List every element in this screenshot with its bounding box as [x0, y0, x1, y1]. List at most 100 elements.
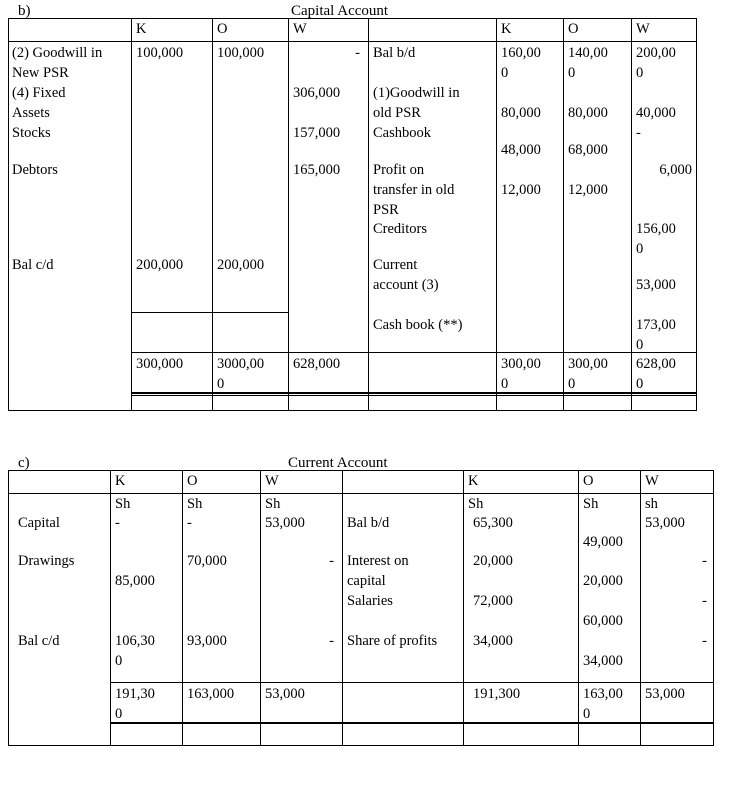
t2-right-row4-k: 34,000 [473, 633, 513, 649]
t1-right-row1-k-line2: 0 [501, 65, 509, 81]
t2-right-row4-w: - [702, 633, 707, 649]
t1-rule-totals-top [131, 352, 697, 353]
t1-right-total-o-line1: 300,00 [568, 356, 608, 372]
t1-header-left-k: K [136, 21, 147, 37]
t1-vrule-l-o [212, 18, 213, 411]
t1-right-row3-w: - [636, 125, 641, 141]
t1-right-row2-k: 80,000 [501, 105, 541, 121]
t1-left-row2-w: 306,000 [293, 85, 341, 101]
t1-rule-header-bottom [8, 41, 697, 42]
t1-left-row4: Debtors [12, 162, 58, 178]
t2-left-total-o: 163,000 [187, 686, 235, 702]
t2-header-right-o: O [583, 473, 594, 489]
t1-rule-left-body-bottom [131, 312, 288, 313]
t2-rule-totals-bottom [110, 722, 713, 724]
t2-left-row2-w: - [329, 553, 334, 569]
t2-right-row3-o: 60,000 [583, 613, 623, 629]
t1-left-total-k: 300,000 [136, 356, 184, 372]
t1-right-row1: Bal b/d [373, 45, 416, 61]
t1-header-right-k: K [501, 21, 512, 37]
t1-right-row6-w: 53,000 [636, 277, 676, 293]
t1-right-row1-o-line1: 140,00 [568, 45, 608, 61]
t2-left-total-k-line1: 191,30 [115, 686, 155, 702]
t1-vrule-l-k [131, 18, 132, 411]
t2-right-total-k: 191,300 [473, 686, 521, 702]
t1-right-row4-w: 6,000 [659, 162, 692, 178]
t1-left-row1-line2: New PSR [12, 65, 69, 81]
t2-right-row3: Salaries [347, 593, 393, 609]
t1-header-left-o: O [217, 21, 228, 37]
t2-header-right-k: K [468, 473, 479, 489]
t2-right-row1: Bal b/d [347, 515, 390, 531]
t1-left-total-w: 628,000 [293, 356, 341, 372]
t1-rule-top [8, 18, 697, 19]
t1-left-row4-w: 165,000 [293, 162, 341, 178]
t2-rule-top [8, 470, 713, 471]
t1-left-total-o-line2: 0 [217, 376, 225, 392]
t1-right-row6-line1: Current [373, 257, 418, 273]
t1-right-total-w-line1: 628,00 [636, 356, 676, 372]
t1-right-row4-line1: Profit on [373, 162, 425, 178]
t1-header-right-w: W [636, 21, 650, 37]
t2-left-row3-k-line2: 0 [115, 653, 123, 669]
t2-right-total-o-line2: 0 [583, 706, 591, 722]
t1-right-row4-line2: transfer in old [373, 182, 455, 198]
t2-vrule-r-w [640, 470, 641, 746]
t2-header-left-k: K [115, 473, 126, 489]
t1-right-total-o-line2: 0 [568, 376, 576, 392]
t1-left-row3-w: 157,000 [293, 125, 341, 141]
t2-header-left-w: W [265, 473, 279, 489]
t2-right-row2-line2: capital [347, 573, 386, 589]
t2-header-left-o: O [187, 473, 198, 489]
t1-left-row3: Stocks [12, 125, 51, 141]
t2-vrule-mid [342, 470, 343, 746]
t1-left-row5-o: 200,000 [217, 257, 265, 273]
t2-right-row2-o: 20,000 [583, 573, 623, 589]
t2-right-row4: Share of profits [347, 633, 438, 649]
t1-left-row2-line2: Assets [12, 105, 50, 121]
t1-right-row5-w-line2: 0 [636, 241, 644, 257]
t1-header-right-o: O [568, 21, 579, 37]
t1-left-row1-w: - [355, 45, 360, 61]
t1-vrule-r-o [563, 18, 564, 411]
t2-left-row3-o: 93,000 [187, 633, 227, 649]
section-c-letter: c) [18, 455, 30, 471]
section-b-letter: b) [18, 3, 31, 19]
t2-rule-header-bottom [8, 493, 713, 494]
t1-right-row7-w-line1: 173,00 [636, 317, 676, 333]
t2-left-row3-k-line1: 106,30 [115, 633, 155, 649]
t2-right-row1-w: 53,000 [645, 515, 685, 531]
t1-vrule-mid [368, 18, 369, 411]
t1-right-row3: Cashbook [373, 125, 431, 141]
t1-header-left-w: W [293, 21, 307, 37]
t1-right-row2-w: 40,000 [636, 105, 676, 121]
t1-rule-bottom [8, 410, 697, 411]
t2-vrule-r-k [463, 470, 464, 746]
t2-left-row2-o: 70,000 [187, 553, 227, 569]
t1-right-row4-k: 12,000 [501, 182, 541, 198]
t1-right-total-k-line2: 0 [501, 376, 509, 392]
t1-right-row1-w-line1: 200,00 [636, 45, 676, 61]
t2-header-right-w: W [645, 473, 659, 489]
t2-left-total-w: 53,000 [265, 686, 305, 702]
t1-right-row3-k: 48,000 [501, 142, 541, 158]
t1-right-row2-line1: (1)Goodwill in [373, 85, 460, 101]
t1-vrule-right-edge [696, 18, 697, 411]
t1-vrule-r-w [631, 18, 632, 411]
t2-right-row1-o: 49,000 [583, 534, 623, 550]
t2-vrule-left-edge [8, 470, 9, 746]
t2-units-right-k: Sh [468, 496, 484, 512]
t1-right-row1-k-line1: 160,00 [501, 45, 541, 61]
t2-left-row2-k: 85,000 [115, 573, 155, 589]
section-b-title: Capital Account [291, 3, 389, 19]
t2-right-row4-o: 34,000 [583, 653, 623, 669]
t2-left-row1-k: - [115, 515, 120, 531]
t1-vrule-left-edge [8, 18, 9, 411]
t2-left-row3-w: - [329, 633, 334, 649]
t1-right-row2-line2: old PSR [373, 105, 421, 121]
t2-right-row2-k: 20,000 [473, 553, 513, 569]
t2-right-row3-w: - [702, 593, 707, 609]
t2-left-row1-w: 53,000 [265, 515, 305, 531]
t2-units-left-w: Sh [265, 496, 281, 512]
t2-right-row1-k: 65,300 [473, 515, 513, 531]
